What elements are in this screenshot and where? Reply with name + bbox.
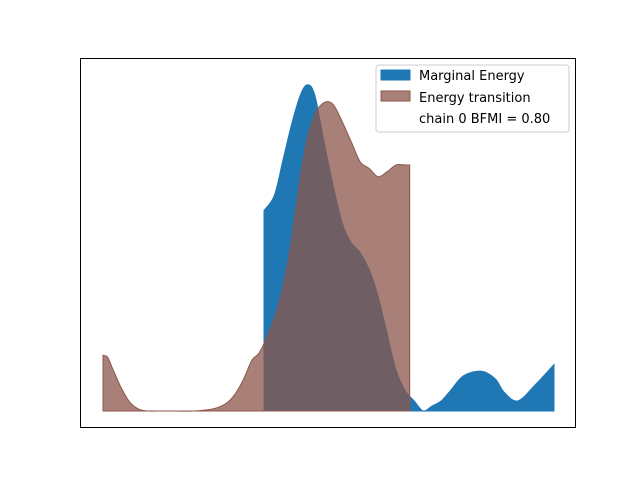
- legend-swatch-marginal-energy: [380, 69, 411, 81]
- legend: Marginal Energy Energy transition chain …: [375, 64, 570, 133]
- area-energy-transition: [102, 101, 411, 412]
- plot-area: [102, 84, 555, 412]
- axes-frame: [80, 58, 576, 428]
- legend-label-energy-transition: Energy transition: [419, 91, 531, 106]
- legend-box: [375, 64, 570, 133]
- legend-label-bfmi: chain 0 BFMI = 0.80: [419, 112, 550, 127]
- legend-label-marginal-energy: Marginal Energy: [419, 69, 525, 84]
- legend-swatch-energy-transition: [380, 90, 411, 102]
